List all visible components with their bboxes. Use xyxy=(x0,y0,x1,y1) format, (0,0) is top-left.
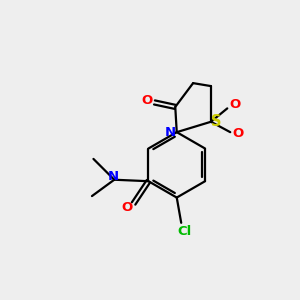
Text: O: O xyxy=(141,94,153,106)
Text: O: O xyxy=(122,202,133,214)
Text: N: N xyxy=(165,126,176,139)
Text: O: O xyxy=(232,127,243,140)
Text: Cl: Cl xyxy=(177,225,191,238)
Text: S: S xyxy=(211,114,221,129)
Text: O: O xyxy=(229,98,240,111)
Text: N: N xyxy=(108,170,119,183)
